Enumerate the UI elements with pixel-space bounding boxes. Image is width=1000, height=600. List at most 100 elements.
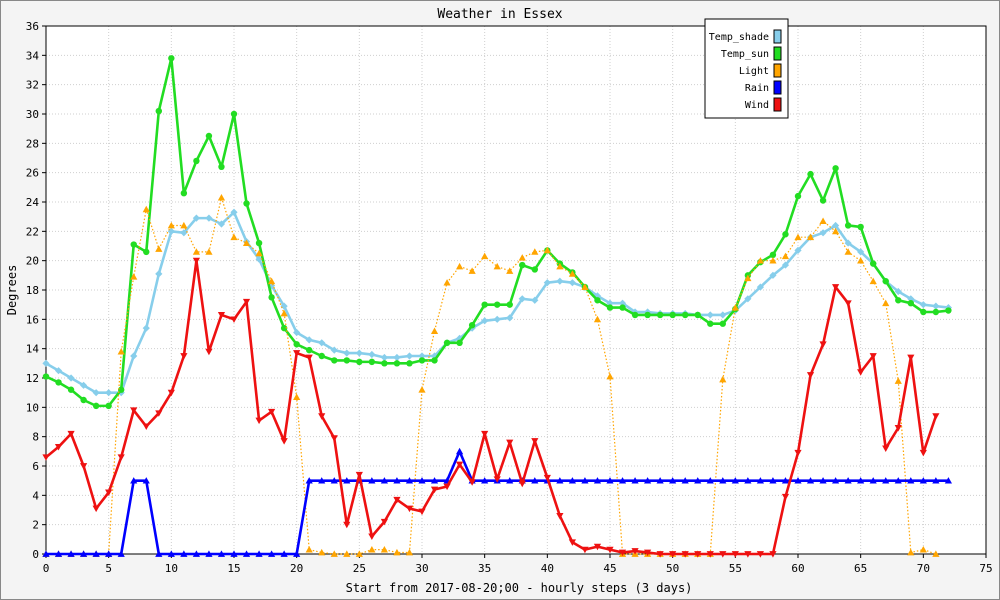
light-point <box>731 304 739 311</box>
temp-shade-point <box>255 255 263 263</box>
y-tick-label: 14 <box>26 343 40 356</box>
wind-point <box>355 471 363 479</box>
y-tick-label: 30 <box>26 108 39 121</box>
rain-point <box>418 477 426 484</box>
wind-point <box>556 512 564 520</box>
y-tick-label: 16 <box>26 313 39 326</box>
wind-point <box>155 410 163 417</box>
series-layer <box>42 55 952 558</box>
legend-label-light: Light <box>739 66 769 77</box>
rain-point <box>230 550 238 557</box>
rain-point <box>305 477 313 484</box>
temp-shade-point <box>493 315 501 323</box>
light-point <box>593 315 602 323</box>
light-point <box>744 274 752 282</box>
x-tick-label: 65 <box>854 562 867 575</box>
y-tick-label: 26 <box>26 167 39 180</box>
wind-point <box>280 438 288 445</box>
temp-shade-point <box>205 214 213 222</box>
wind-point <box>405 505 414 513</box>
light-point <box>756 257 764 264</box>
y-axis-label: Degrees <box>5 265 19 316</box>
temp-shade-point <box>42 359 50 367</box>
light-point <box>418 386 426 393</box>
temp-sun-point <box>280 324 288 332</box>
rain-point <box>731 477 739 484</box>
x-tick-label: 45 <box>603 562 616 575</box>
wind-point <box>907 354 915 362</box>
temp-sun-point <box>631 311 639 319</box>
temp-shade-point <box>54 367 63 375</box>
temp-sun-point <box>243 200 250 207</box>
temp-sun-point <box>155 107 162 115</box>
light-point <box>155 245 163 252</box>
temp-sun-point <box>870 260 877 267</box>
temp-sun-point <box>255 239 263 247</box>
light-point <box>769 257 777 264</box>
wind-point <box>531 438 539 445</box>
temp-shade-point <box>568 279 576 287</box>
legend-label-temp-sun: Temp_sun <box>721 49 769 60</box>
temp-shade-point <box>932 302 940 310</box>
wind-point <box>393 496 401 504</box>
temp-sun-point <box>168 55 175 62</box>
temp-sun-point <box>406 360 413 367</box>
light-point <box>806 233 815 241</box>
rain-point <box>280 550 288 557</box>
temp-shade-point <box>92 389 100 397</box>
temp-sun-point <box>531 266 538 273</box>
light-point <box>117 348 125 355</box>
wind-point <box>305 354 313 362</box>
wind-point <box>819 341 827 348</box>
light-point <box>781 252 790 260</box>
light-point <box>380 546 388 553</box>
rain-point <box>380 477 388 484</box>
y-tick-label: 32 <box>26 79 39 92</box>
rain-point <box>694 477 702 484</box>
temp-shade-point <box>456 334 464 342</box>
wind-point <box>506 439 514 447</box>
light-point <box>844 248 852 255</box>
light-point <box>205 248 213 255</box>
temp-sun-point <box>393 360 401 367</box>
temp-shade-point <box>857 248 865 256</box>
wind-point <box>568 539 576 546</box>
rain-point <box>105 550 113 557</box>
wind-point <box>919 449 927 457</box>
temp-sun-point <box>118 386 125 393</box>
y-tick-label: 12 <box>26 372 39 385</box>
y-tick-label: 34 <box>26 49 40 62</box>
wind-point <box>443 483 451 491</box>
temp-sun-point <box>418 357 426 364</box>
wind-point <box>832 284 840 291</box>
temp-sun-point <box>644 311 651 319</box>
rain-point <box>192 550 200 557</box>
temp-sun-point <box>782 231 789 238</box>
temp-sun-point <box>130 241 137 248</box>
temp-sun-point <box>819 197 827 204</box>
wind-point <box>380 518 388 526</box>
y-tick-label: 2 <box>32 519 39 532</box>
wind-point <box>631 548 639 555</box>
temp-shade-point <box>67 374 75 382</box>
wind-point <box>130 407 138 414</box>
plot-border <box>45 25 987 555</box>
light-point <box>268 277 276 285</box>
wind-point <box>268 408 276 416</box>
light-point <box>192 248 200 255</box>
light-point <box>405 548 414 556</box>
temp-shade-point <box>192 214 200 222</box>
temp-shade-point <box>744 295 752 303</box>
x-tick-label: 55 <box>729 562 742 575</box>
light-point <box>719 375 727 383</box>
light-point <box>468 267 476 274</box>
rain-point <box>155 550 163 557</box>
rain-point <box>806 477 815 484</box>
rain-point <box>368 477 376 484</box>
rain-point <box>531 477 539 484</box>
temp-shade-point <box>769 271 777 279</box>
temp-sun-point <box>606 304 614 311</box>
x-tick-label: 40 <box>541 562 554 575</box>
legend: Temp_shade Temp_sun Light Rain Wind <box>704 18 789 119</box>
temp-sun-point <box>832 165 839 172</box>
